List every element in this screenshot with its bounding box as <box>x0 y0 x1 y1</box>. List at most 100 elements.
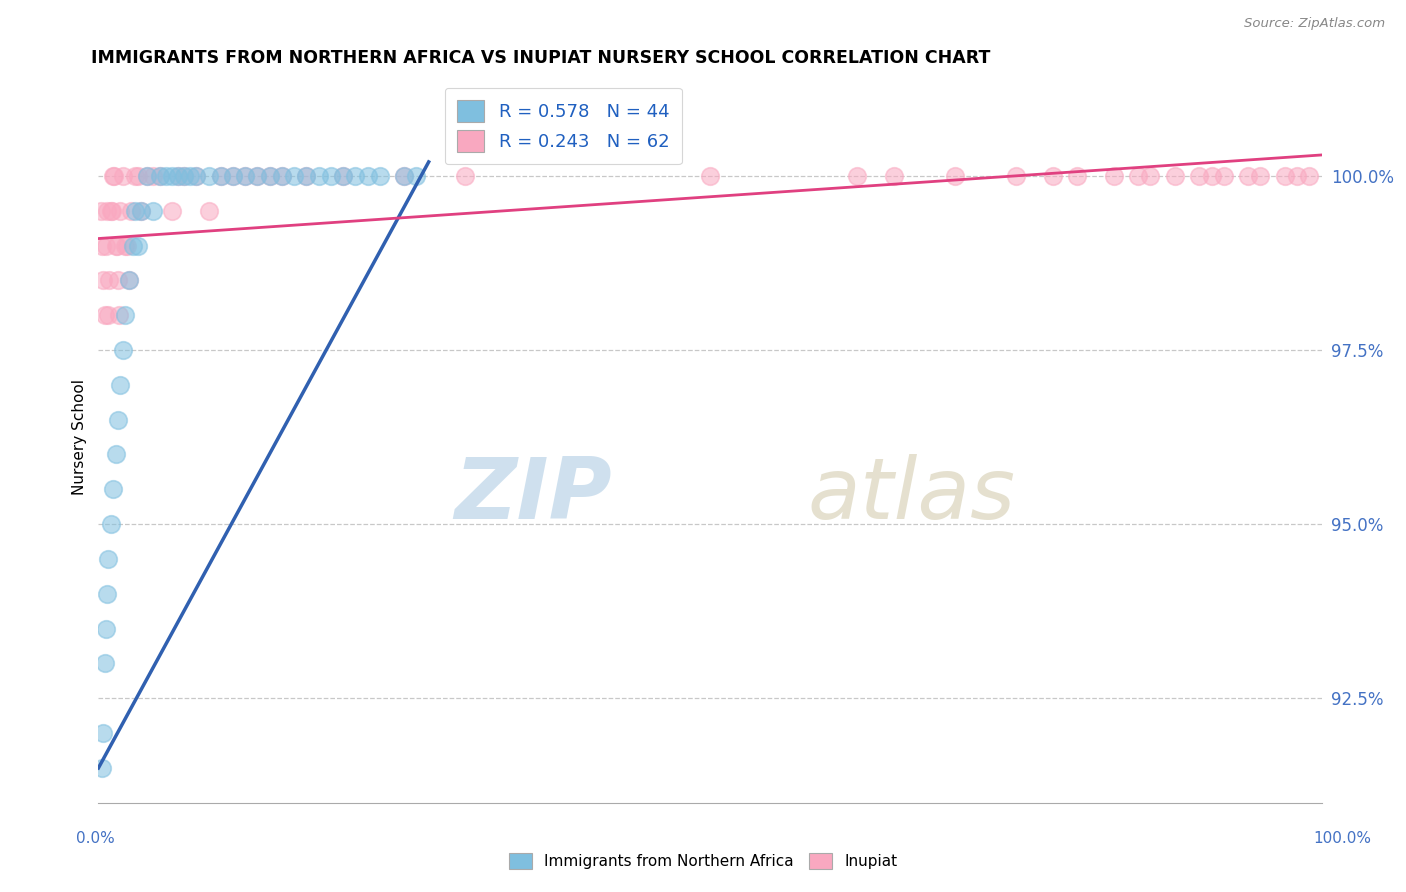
Point <box>259 169 281 183</box>
Point <box>104 448 127 462</box>
Point <box>1188 169 1211 183</box>
Point <box>222 169 245 183</box>
Text: Source: ZipAtlas.com: Source: ZipAtlas.com <box>1244 17 1385 29</box>
Point <box>197 169 219 183</box>
Text: atlas: atlas <box>808 454 1017 537</box>
Legend: Immigrants from Northern Africa, Inupiat: Immigrants from Northern Africa, Inupiat <box>503 847 903 875</box>
Point <box>454 169 477 183</box>
Point <box>129 203 152 218</box>
Point <box>699 169 721 183</box>
Point <box>101 169 124 183</box>
Point <box>392 169 416 183</box>
Point <box>100 203 122 218</box>
Point <box>93 308 115 322</box>
Point <box>356 169 378 183</box>
Point <box>845 169 868 183</box>
Text: 100.0%: 100.0% <box>1313 831 1372 846</box>
Point <box>96 203 118 218</box>
Point <box>1164 169 1187 183</box>
Point <box>124 169 146 183</box>
Point <box>1201 169 1223 183</box>
Point <box>1128 169 1150 183</box>
Point <box>90 203 112 218</box>
Point <box>129 203 152 218</box>
Point <box>94 622 117 636</box>
Point <box>111 169 134 183</box>
Point <box>1274 169 1296 183</box>
Point <box>1237 169 1260 183</box>
Point <box>1286 169 1309 183</box>
Point <box>1250 169 1272 183</box>
Point <box>91 726 114 740</box>
Point <box>107 412 129 426</box>
Point <box>97 552 120 566</box>
Point <box>149 169 172 183</box>
Point <box>344 169 367 183</box>
Point <box>127 238 149 252</box>
Point <box>209 169 232 183</box>
Point <box>118 273 141 287</box>
Point <box>368 169 391 183</box>
Point <box>136 169 159 183</box>
Y-axis label: Nursery School: Nursery School <box>72 379 87 495</box>
Point <box>160 203 183 218</box>
Point <box>110 377 132 392</box>
Point <box>111 343 134 357</box>
Point <box>142 169 165 183</box>
Text: 0.0%: 0.0% <box>76 831 115 846</box>
Point <box>120 203 142 218</box>
Point <box>136 169 159 183</box>
Point <box>114 308 136 322</box>
Point <box>104 238 127 252</box>
Point <box>91 238 114 252</box>
Point <box>97 308 120 322</box>
Point <box>308 169 330 183</box>
Point <box>105 238 128 252</box>
Point <box>197 203 219 218</box>
Point <box>1102 169 1125 183</box>
Point <box>91 273 114 287</box>
Point <box>405 169 427 183</box>
Point <box>209 169 232 183</box>
Point <box>883 169 905 183</box>
Point <box>186 169 208 183</box>
Point <box>98 273 121 287</box>
Point <box>142 203 165 218</box>
Point <box>115 238 138 252</box>
Point <box>233 169 256 183</box>
Point <box>943 169 966 183</box>
Point <box>94 238 117 252</box>
Point <box>108 308 131 322</box>
Point <box>179 169 201 183</box>
Point <box>233 169 256 183</box>
Point <box>96 587 118 601</box>
Point <box>103 169 125 183</box>
Point <box>1298 169 1320 183</box>
Point <box>270 169 294 183</box>
Point <box>101 203 124 218</box>
Point <box>124 203 146 218</box>
Point <box>1004 169 1026 183</box>
Point <box>270 169 294 183</box>
Point <box>173 169 195 183</box>
Point <box>155 169 177 183</box>
Point <box>1066 169 1088 183</box>
Point <box>295 169 318 183</box>
Point <box>167 169 190 183</box>
Point <box>101 483 124 497</box>
Point <box>127 169 149 183</box>
Text: ZIP: ZIP <box>454 454 612 537</box>
Text: IMMIGRANTS FROM NORTHERN AFRICA VS INUPIAT NURSERY SCHOOL CORRELATION CHART: IMMIGRANTS FROM NORTHERN AFRICA VS INUPI… <box>91 49 991 67</box>
Point <box>222 169 245 183</box>
Point <box>118 273 141 287</box>
Point <box>93 657 115 671</box>
Point <box>246 169 269 183</box>
Point <box>167 169 190 183</box>
Point <box>295 169 318 183</box>
Point <box>107 273 129 287</box>
Point <box>110 203 132 218</box>
Point <box>149 169 172 183</box>
Point <box>392 169 416 183</box>
Point <box>1042 169 1064 183</box>
Point <box>173 169 195 183</box>
